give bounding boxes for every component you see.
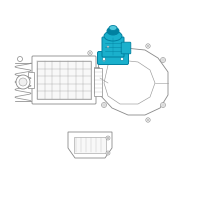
Bar: [28, 72, 34, 88]
Circle shape: [103, 59, 105, 61]
Ellipse shape: [109, 25, 117, 30]
FancyBboxPatch shape: [98, 51, 128, 64]
Circle shape: [107, 46, 109, 48]
FancyBboxPatch shape: [32, 56, 96, 104]
Circle shape: [107, 152, 109, 154]
Bar: [37, 61, 91, 99]
Circle shape: [147, 119, 149, 121]
Circle shape: [106, 151, 110, 155]
Circle shape: [89, 52, 91, 54]
Circle shape: [106, 45, 110, 49]
Bar: [94, 68, 102, 96]
Circle shape: [103, 104, 105, 106]
FancyBboxPatch shape: [121, 42, 131, 54]
Circle shape: [19, 78, 27, 86]
Bar: [94, 67, 99, 93]
Circle shape: [160, 102, 166, 108]
Circle shape: [107, 137, 109, 139]
Circle shape: [106, 136, 110, 140]
FancyBboxPatch shape: [102, 37, 124, 57]
Circle shape: [162, 104, 164, 106]
Circle shape: [18, 56, 22, 62]
Circle shape: [88, 51, 92, 55]
Circle shape: [146, 118, 150, 122]
Circle shape: [120, 58, 124, 60]
Circle shape: [147, 45, 149, 47]
Bar: [74, 137, 106, 153]
Circle shape: [102, 58, 106, 62]
Ellipse shape: [104, 31, 122, 41]
Circle shape: [160, 58, 166, 62]
Circle shape: [146, 44, 150, 48]
Circle shape: [16, 75, 30, 89]
Circle shape: [102, 102, 106, 108]
Circle shape: [102, 58, 106, 60]
Circle shape: [162, 59, 164, 61]
Ellipse shape: [107, 27, 119, 35]
